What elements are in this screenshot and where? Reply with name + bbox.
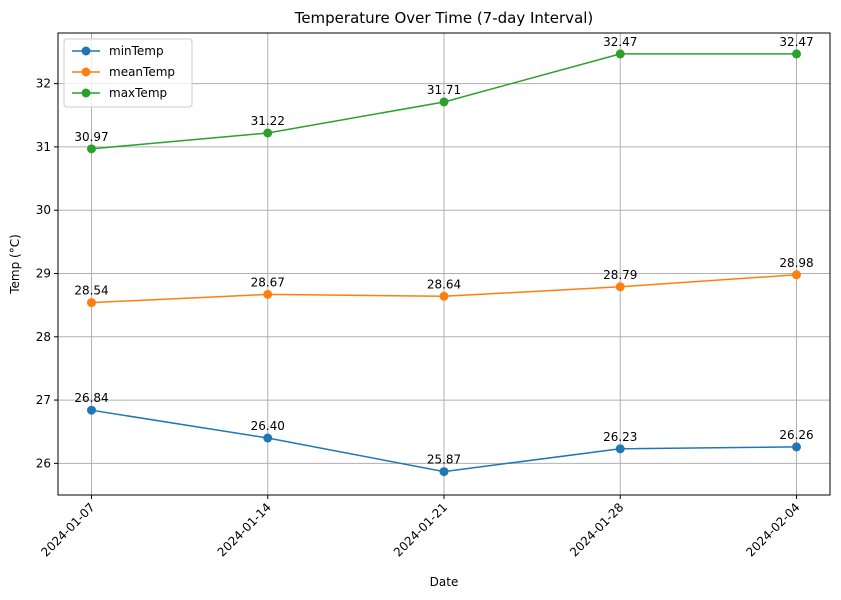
x-tick-label: 2024-01-28: [567, 500, 626, 559]
legend-box: [63, 38, 193, 108]
data-label-meanTemp: 28.98: [779, 256, 813, 270]
y-tick-label: 32: [36, 77, 51, 91]
data-label-minTemp: 25.87: [427, 453, 461, 467]
data-point-meanTemp: [615, 282, 625, 292]
x-axis-label: Date: [430, 575, 459, 589]
y-tick-label: 30: [36, 203, 51, 217]
x-tick-label: 2024-01-07: [38, 500, 97, 559]
axes: 2024-01-07 2024-01-14 2024-01-21 2024-01-28…: [36, 77, 803, 560]
data-label-minTemp: 26.23: [603, 430, 637, 444]
data-point-meanTemp: [263, 289, 273, 299]
data-point-minTemp: [87, 405, 96, 415]
legend-marker-minTemp: [81, 46, 91, 56]
y-axis-label: Temp (°C): [8, 234, 22, 295]
data-point-minTemp: [439, 467, 449, 477]
x-tick-label: 2024-01-21: [391, 500, 450, 559]
legend-label-minTemp: minTemp: [109, 44, 164, 58]
x-tick-label: 2024-02-04: [743, 500, 802, 559]
data-label-meanTemp: 28.54: [74, 284, 108, 298]
data-label-meanTemp: 28.64: [427, 277, 461, 291]
legend-marker-maxTemp: [81, 88, 91, 98]
data-labels: 26.84 26.40 25.87 26.23 26.26 28.54 28.67 28.64…: [74, 35, 813, 467]
data-label-minTemp: 26.26: [779, 428, 813, 442]
data-label-maxTemp: 32.47: [603, 35, 637, 49]
data-point-maxTemp: [439, 97, 449, 107]
y-tick-label: 29: [36, 266, 51, 280]
y-tick-label: 31: [36, 140, 51, 154]
data-label-meanTemp: 28.67: [251, 275, 285, 289]
data-point-maxTemp: [87, 144, 96, 154]
data-point-minTemp: [615, 444, 625, 454]
data-label-meanTemp: 28.79: [603, 268, 637, 282]
y-tick-label: 26: [36, 456, 51, 470]
data-label-maxTemp: 32.47: [779, 35, 813, 49]
data-label-maxTemp: 30.97: [74, 130, 108, 144]
data-point-meanTemp: [439, 291, 449, 301]
legend-label-meanTemp: meanTemp: [109, 65, 175, 79]
data-point-maxTemp: [263, 128, 273, 138]
data-point-maxTemp: [615, 49, 625, 59]
series-lines: [87, 49, 801, 477]
data-label-maxTemp: 31.71: [427, 83, 461, 97]
legend-marker-meanTemp: [81, 67, 91, 77]
x-tick-label: 2024-01-14: [215, 500, 274, 559]
data-point-minTemp: [792, 442, 801, 452]
y-tick-label: 28: [36, 330, 51, 344]
data-point-minTemp: [263, 433, 273, 443]
legend-label-maxTemp: maxTemp: [109, 86, 167, 100]
data-point-meanTemp: [792, 270, 801, 280]
data-label-minTemp: 26.40: [251, 419, 285, 433]
y-tick-label: 27: [36, 393, 51, 407]
data-point-meanTemp: [87, 298, 96, 308]
data-point-maxTemp: [792, 49, 801, 59]
chart-title: Temperature Over Time (7-day Interval): [294, 9, 594, 27]
data-label-maxTemp: 31.22: [251, 114, 285, 128]
data-label-minTemp: 26.84: [74, 391, 108, 405]
legend: minTemp meanTemp maxTemp: [63, 38, 193, 108]
